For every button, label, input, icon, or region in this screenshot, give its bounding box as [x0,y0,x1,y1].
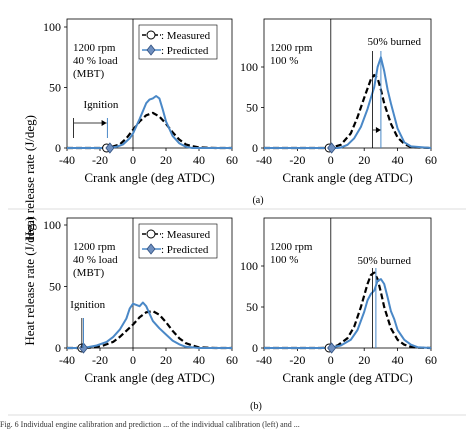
annotation-50-burned: 50% burned [358,255,412,267]
legend-predicted-marker [146,44,156,56]
x-tick-label: 20 [358,353,370,367]
y-tick-label: 0 [55,341,61,355]
x-axis-label: Crank angle (deg ATDC) [282,170,412,185]
condition-text: (MBT) [73,267,105,279]
legend-predicted-label: : Predicted [161,45,209,57]
legend-measured-label: : Measured [161,30,211,42]
y-tick-label: 0 [252,141,258,155]
plot-a-left [64,18,233,154]
ignition-arrow-head [101,120,107,126]
x-tick-label: 40 [392,353,404,367]
plot-frame [263,18,432,149]
x-tick-label: 20 [160,353,172,367]
x-tick-label: 60 [226,353,238,367]
x-tick-label: -20 [289,353,305,367]
annotation-50-burned: 50% burned [368,36,422,48]
series-measured-line [67,111,232,150]
y-tick-label: 0 [55,141,61,155]
burned-arrow-head [375,127,381,133]
x-tick-label: -40 [256,153,272,167]
y-tick-label: 100 [43,218,61,232]
x-tick-label: -20 [92,153,108,167]
condition-text: 1200 rpm [73,241,116,253]
x-axis-label: Crank angle (deg ATDC) [282,370,412,385]
legend-measured-marker [146,229,156,239]
x-tick-label: 40 [193,153,205,167]
series-predicted-line [264,278,432,349]
legend-predicted-label: : Predicted [161,244,209,256]
y-axis-label-b: Heat release rate (J/deg.) [22,216,37,346]
x-tick-label: -40 [256,353,272,367]
condition-text: 100 % [270,254,298,266]
x-tick-label: -20 [289,153,305,167]
y-tick-label: 100 [43,20,61,34]
caption-b: (b) [250,401,262,412]
caption-a: (a) [252,195,264,206]
x-tick-label: -20 [92,353,108,367]
condition-text: 1200 rpm [73,42,116,54]
annotation-ignition: Ignition [70,299,105,311]
x-tick-label: 40 [193,353,205,367]
plot-frame [66,217,233,349]
legend-measured-label: : Measured [161,229,211,241]
plot-frame [66,18,233,149]
plot-b-right [261,217,432,354]
x-tick-label: 0 [130,353,136,367]
condition-text: 1200 rpm [270,241,313,253]
condition-text: 40 % load [73,55,118,67]
plot-b-left [64,217,233,354]
y-tick-label: 50 [246,101,258,115]
predicted-start-marker [105,142,115,154]
annotation-ignition: Ignition [84,99,119,111]
x-tick-label: -40 [59,353,75,367]
y-tick-label: 50 [49,81,61,95]
plot-a-right [261,18,432,154]
series-predicted-line [67,301,232,349]
y-tick-label: 100 [240,259,258,273]
legend-predicted-marker [146,243,156,255]
predicted-start-marker [327,142,337,154]
condition-text: (MBT) [73,68,105,80]
x-tick-label: 40 [392,153,404,167]
series-measured-line [264,73,432,150]
condition-text: 100 % [270,55,298,67]
x-tick-label: 20 [358,153,370,167]
x-axis-label: Crank angle (deg ATDC) [84,370,214,385]
x-tick-label: 60 [425,153,437,167]
condition-text: 1200 rpm [270,42,313,54]
predicted-start-marker [327,342,337,354]
y-tick-label: 50 [49,280,61,294]
legend-measured-marker [146,30,156,40]
condition-text: 40 % load [73,254,118,266]
series-measured-line [264,271,432,350]
x-axis-label: Crank angle (deg ATDC) [84,170,214,185]
x-tick-label: 60 [425,353,437,367]
series-predicted-line [264,56,432,149]
x-tick-label: 20 [160,153,172,167]
x-tick-label: 0 [328,353,334,367]
x-tick-label: -40 [59,153,75,167]
series-predicted-line [67,95,232,149]
y-tick-label: 50 [246,300,258,314]
x-tick-label: 60 [226,153,238,167]
series-measured-line [67,310,232,350]
x-tick-label: 0 [328,153,334,167]
plot-frame [263,217,432,349]
x-tick-label: 0 [130,153,136,167]
y-tick-label: 0 [252,341,258,355]
figure-footer-text: Fig. 6 Individual engine calibration and… [0,420,300,429]
y-tick-label: 100 [240,60,258,74]
